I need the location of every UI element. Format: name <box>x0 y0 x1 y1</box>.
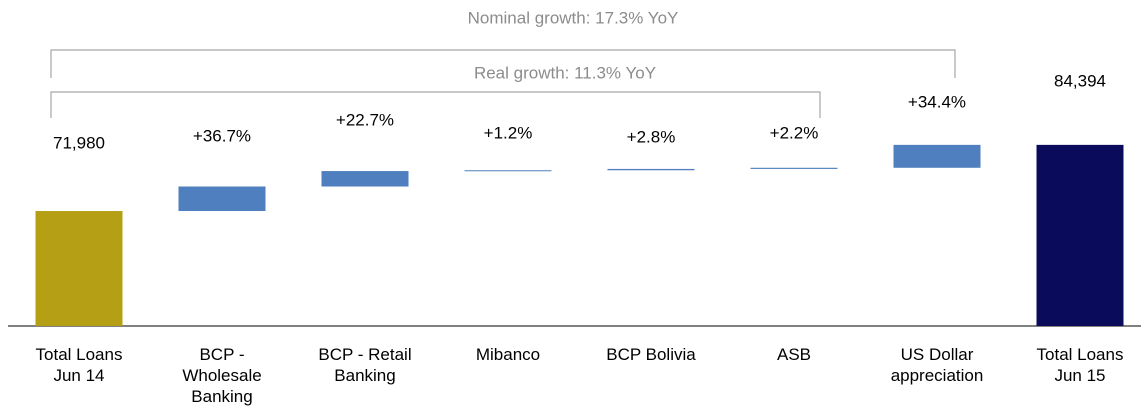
bar <box>35 211 123 326</box>
value-label: 84,394 <box>1054 71 1106 90</box>
x-tick-label: BCP Bolivia <box>606 345 696 364</box>
nominal-bracket <box>50 49 956 78</box>
x-tick-label: BCP - Retail Banking <box>318 345 412 385</box>
growth-label: +2.8% <box>627 127 676 146</box>
x-tick-label: Total Loans Jun 14 <box>35 345 123 385</box>
x-tick-label: US Dollar appreciation <box>890 345 984 385</box>
bar <box>893 144 981 168</box>
growth-label: +36.7% <box>193 126 251 145</box>
x-tick-label: Mibanco <box>475 345 541 364</box>
bar <box>750 167 838 169</box>
growth-label: +34.4% <box>908 92 966 111</box>
bar <box>1036 144 1124 326</box>
value-label: 71,980 <box>53 133 105 152</box>
nominal-annotation: Nominal growth: 17.3% YoY <box>468 8 679 27</box>
growth-label: +1.2% <box>484 123 533 142</box>
bar <box>607 168 695 171</box>
bar <box>178 186 266 212</box>
x-tick-label: Total Loans Jun 15 <box>1036 345 1124 385</box>
x-tick-label: BCP - Wholesale Banking <box>182 345 262 406</box>
real-annotation: Real growth: 11.3% YoY <box>474 63 656 82</box>
bar <box>464 170 552 172</box>
real-bracket <box>50 91 821 118</box>
x-tick-label: ASB <box>776 345 812 364</box>
growth-label: +22.7% <box>336 110 394 129</box>
bar <box>321 171 409 187</box>
growth-label: +2.2% <box>770 123 819 142</box>
